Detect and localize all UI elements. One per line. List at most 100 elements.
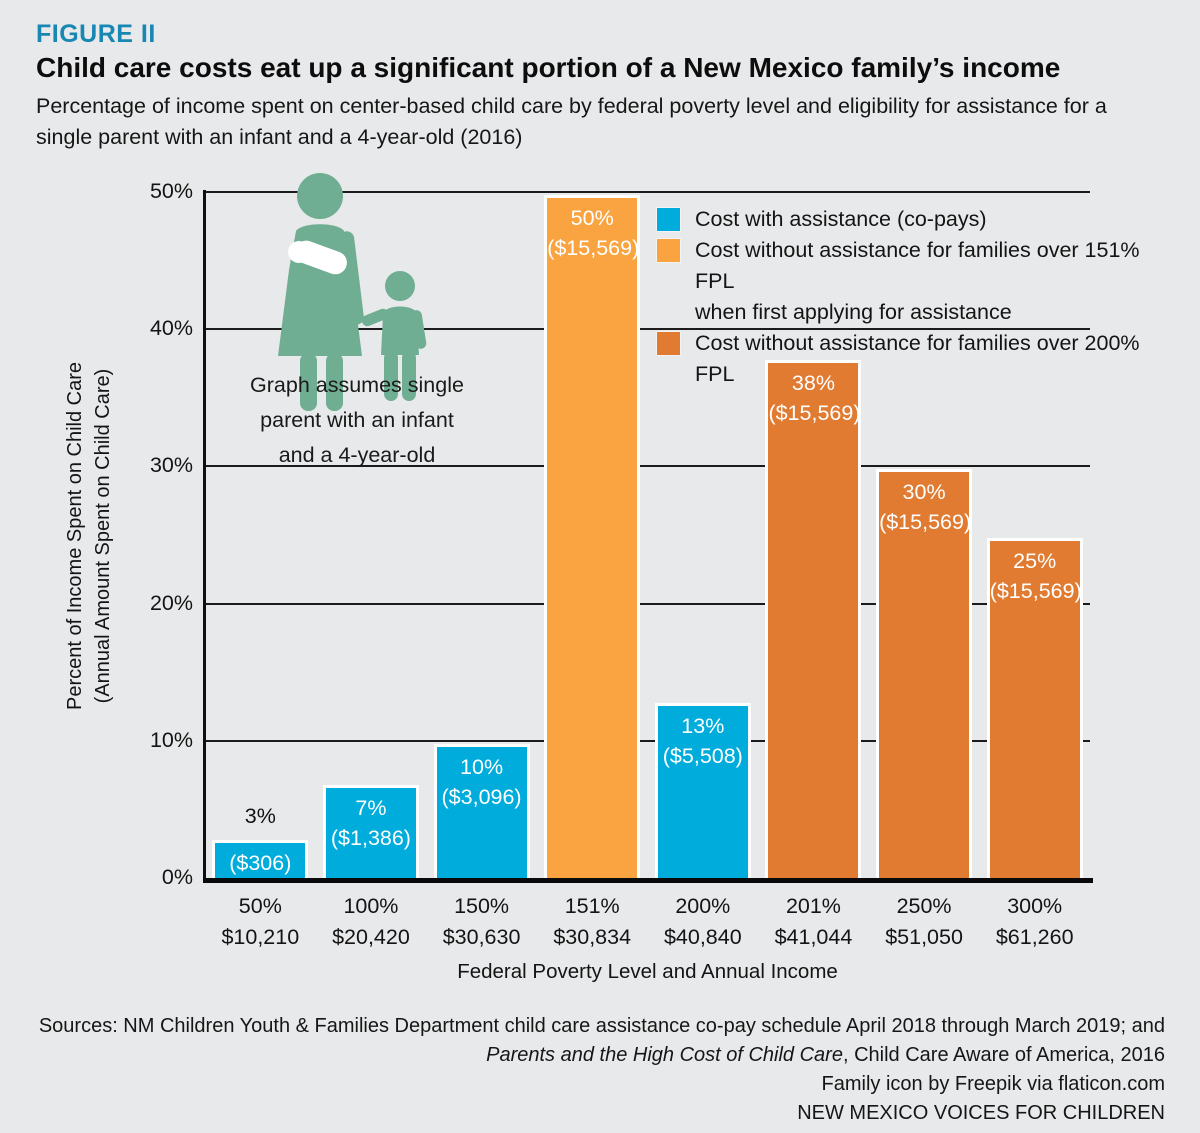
x-tick-fpl-100%: 100% [343, 894, 399, 918]
legend-label-over-151-fpl-line-2: when first applying for assistance [695, 300, 1012, 324]
x-tick-label-200%-fpl: 200% $40,840 [633, 891, 773, 953]
legend-item-over-151-fpl: Cost without assistance for families ove… [656, 235, 1181, 328]
family-icon [262, 173, 437, 418]
x-tick-fpl-201%: 201% [785, 894, 841, 918]
x-tick-fpl-200%: 200% [675, 894, 731, 918]
x-tick-income-151%: $30,834 [553, 925, 632, 949]
y-tick-label-40%: 40% [149, 316, 193, 341]
y-axis-title-line-1: Percent of Income Spent on Child Care [64, 362, 86, 710]
bar-value-label-300%-fpl: 25% ($15,569) [989, 546, 1082, 606]
annotation-line-2: parent with an infant [260, 408, 454, 432]
figure-subtitle-line-2: single parent with an infant and a 4-yea… [36, 125, 523, 149]
x-tick-label-250%-fpl: 250% $51,050 [854, 891, 994, 953]
x-tick-label-100%-fpl: 100% $20,420 [301, 891, 441, 953]
bar-value-label-100%-fpl: 7% ($1,386) [326, 793, 416, 853]
bar-amount-label-50%-fpl: ($306) [229, 851, 292, 875]
source-publication-rest: , Child Care Aware of America, 2016 [842, 1044, 1165, 1066]
icon-credit: Family icon by Freepik via flaticon.com [821, 1073, 1165, 1095]
x-tick-income-50%: $10,210 [221, 925, 300, 949]
figure-label: FIGURE II [36, 20, 156, 48]
x-tick-income-201%: $41,044 [774, 925, 853, 949]
bar-value-label-151%-fpl: 50% ($15,569) [547, 203, 640, 263]
bar-amount-label-150%-fpl: ($3,096) [441, 785, 522, 809]
legend-label-over-200-fpl: Cost without assistance for families ove… [695, 331, 1140, 386]
x-tick-fpl-150%: 150% [454, 894, 510, 918]
sources-footer: Sources: NM Children Youth & Families De… [36, 1012, 1165, 1128]
bar-150%-fpl: 10% ($3,096) [433, 744, 530, 878]
bar-percent-label-300%-fpl: 25% [1013, 549, 1057, 573]
y-axis-line [203, 190, 206, 883]
x-tick-fpl-250%: 250% [896, 894, 952, 918]
bar-151%-fpl: 50% ($15,569) [544, 195, 641, 878]
x-tick-income-300%: $61,260 [995, 925, 1074, 949]
x-tick-label-151%-fpl: 151% $30,834 [522, 891, 662, 953]
bar-amount-label-250%-fpl: ($15,569) [879, 510, 972, 534]
sources-line-1: Sources: NM Children Youth & Families De… [38, 1015, 1165, 1037]
sources-line-2: Parents and the High Cost of Child Care,… [36, 1041, 1165, 1070]
bar-250%-fpl: 30% ($15,569) [876, 469, 973, 878]
bar-300%-fpl: 25% ($15,569) [986, 538, 1083, 878]
annotation-line-1: Graph assumes single [250, 373, 464, 397]
x-tick-fpl-300%: 300% [1007, 894, 1063, 918]
y-tick-label-10%: 10% [149, 727, 193, 752]
x-tick-fpl-50%: 50% [238, 894, 282, 918]
figure-title: Child care costs eat up a significant po… [36, 52, 1061, 83]
figure-subtitle-line-1: Percentage of income spent on center-bas… [36, 94, 1107, 118]
bar-percent-label-150%-fpl: 10% [460, 755, 504, 779]
x-tick-income-100%: $20,420 [332, 925, 410, 949]
bar-percent-label-151%-fpl: 50% [570, 206, 614, 230]
bar-value-label-250%-fpl: 30% ($15,569) [879, 477, 972, 537]
figure-subtitle: Percentage of income spent on center-bas… [36, 91, 1107, 153]
gridline-50% [206, 191, 1090, 193]
bar-percent-label-250%-fpl: 30% [902, 480, 946, 504]
gridline-40% [206, 328, 1090, 331]
bar-value-label-201%-fpl: 38% ($15,569) [768, 368, 861, 428]
y-tick-label-30%: 30% [149, 453, 193, 478]
gridline-20% [206, 602, 1090, 605]
bar-amount-label-151%-fpl: ($15,569) [547, 236, 640, 260]
bar-percent-label-201%-fpl: 38% [791, 371, 835, 395]
y-axis-title-line-2: (Annual Amount Spent on Child Care) [92, 368, 114, 704]
annotation-line-3: and a 4-year-old [278, 443, 436, 467]
chart-annotation: Graph assumes single parent with an infa… [197, 368, 517, 473]
x-tick-label-150%-fpl: 150% $30,630 [412, 891, 552, 953]
bar-amount-label-100%-fpl: ($1,386) [330, 826, 411, 850]
organization-name: NEW MEXICO VOICES FOR CHILDREN [797, 1102, 1165, 1124]
bar-201%-fpl: 38% ($15,569) [765, 360, 862, 878]
x-tick-income-200%: $40,840 [663, 925, 742, 949]
bar-50%-fpl: ($306) [212, 840, 309, 878]
bar-amount-label-200%-fpl: ($5,508) [662, 744, 743, 768]
x-tick-fpl-151%: 151% [564, 894, 620, 918]
source-publication-title: Parents and the High Cost of Child Care [486, 1044, 843, 1066]
legend-swatch-dark-orange [656, 331, 681, 356]
bar-value-label-50%-fpl: ($306) [215, 848, 305, 878]
bar-amount-label-201%-fpl: ($15,569) [768, 401, 861, 425]
y-tick-label-20%: 20% [149, 590, 193, 615]
x-axis-line [203, 878, 1093, 883]
bar-value-label-200%-fpl: 13% ($5,508) [658, 711, 748, 771]
bar-amount-label-300%-fpl: ($15,569) [989, 579, 1082, 603]
x-tick-label-201%-fpl: 201% $41,044 [743, 891, 883, 953]
y-tick-label-0%: 0% [161, 865, 193, 889]
x-tick-income-250%: $51,050 [885, 925, 963, 949]
chart-area: Percent of Income Spent on Child Care (A… [61, 173, 1181, 983]
legend-label-with-assistance: Cost with assistance (co-pays) [695, 207, 987, 231]
x-tick-income-150%: $30,630 [442, 925, 521, 949]
x-tick-label-300%-fpl: 300% $61,260 [965, 891, 1105, 953]
bar-percent-label-50%-fpl: 3% [244, 804, 276, 828]
legend-swatch-blue [656, 207, 681, 232]
legend-label-over-151-fpl-line-1: Cost without assistance for families ove… [695, 238, 1140, 293]
bar-200%-fpl: 13% ($5,508) [654, 703, 751, 878]
legend-swatch-light-orange [656, 238, 681, 263]
bar-percent-label-200%-fpl: 13% [681, 714, 725, 738]
legend: Cost with assistance (co-pays) Cost with… [656, 204, 1181, 390]
bar-value-label-150%-fpl: 10% ($3,096) [437, 752, 527, 812]
bar-100%-fpl: 7% ($1,386) [322, 785, 419, 878]
gridline-30% [206, 465, 1090, 468]
legend-item-with-assistance: Cost with assistance (co-pays) [656, 204, 1181, 235]
y-axis-title: Percent of Income Spent on Child Care (A… [61, 186, 119, 886]
y-tick-label-50%: 50% [149, 179, 193, 203]
x-tick-label-50%-fpl: 50% $10,210 [190, 891, 330, 953]
gridline-10% [206, 739, 1090, 742]
